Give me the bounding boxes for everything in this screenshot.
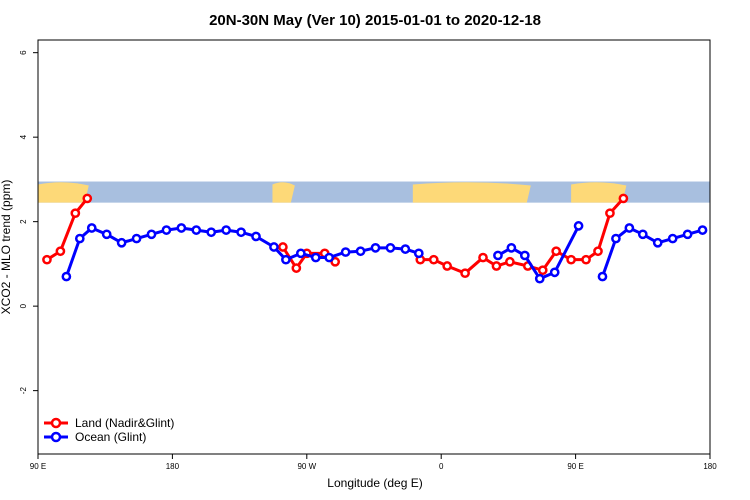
series-1-point-0-20: [355, 246, 366, 257]
series-1-point-1-3: [534, 273, 545, 284]
series-0-line-0: [46, 197, 89, 261]
series-0-point-0-1: [55, 246, 66, 257]
x-tick-label-5: 180: [703, 462, 717, 471]
x-axis: 90 E 180 90 W 0 90 E 180: [30, 454, 717, 471]
series-1-point-2-4: [652, 237, 663, 248]
legend-marker-land: [50, 417, 62, 429]
x-tick-label-2: 90 W: [297, 462, 316, 471]
series-1-point-2-1: [611, 233, 621, 244]
series-0-point-0-3: [82, 193, 93, 204]
series-1-point-0-16: [295, 248, 306, 259]
y-tick-label-1: 0: [19, 303, 28, 308]
series-0-point-2-2: [442, 261, 453, 271]
series-0-point-2-4: [478, 252, 488, 263]
legend-label-ocean: Ocean (Glint): [75, 430, 146, 444]
series-1-point-0-21: [370, 242, 381, 253]
series-1-point-1-1: [506, 242, 517, 253]
y-tick-label-2: 2: [19, 219, 28, 224]
y-tick-label-3: 4: [19, 134, 28, 139]
chart-title: 20N-30N May (Ver 10) 2015-01-01 to 2020-…: [209, 12, 541, 29]
series-1-point-0-1: [74, 233, 85, 244]
series-0-point-2-3: [460, 268, 470, 279]
map-band: [38, 181, 710, 203]
legend: Land (Nadir&Glint) Ocean (Glint): [44, 416, 174, 444]
map-land-2: [412, 182, 531, 203]
series-1-point-0-17: [310, 252, 321, 263]
series-1-point-2-3: [637, 229, 648, 240]
series-1-point-0-13: [251, 231, 261, 242]
series-1-point-0-14: [269, 242, 279, 252]
series-1-point-1-2: [519, 250, 530, 261]
y-axis: -2 0 2 4 6: [19, 50, 38, 394]
series-1-point-0-22: [385, 242, 396, 253]
series-1-point-2-2: [624, 223, 635, 233]
x-axis-label: Longitude (deg E): [327, 476, 422, 490]
series-0-point-0-0: [42, 254, 52, 265]
series-1-point-0-10: [206, 227, 217, 238]
series-1-point-0-8: [176, 223, 187, 233]
series-1-point-0-6: [146, 229, 157, 240]
series-1-point-2-0: [597, 271, 608, 282]
series-1-point-0-15: [281, 254, 291, 265]
series-1-point-0-11: [221, 225, 232, 235]
series-layer: [42, 193, 708, 284]
x-tick-label-3: 0: [439, 462, 444, 471]
series-0-point-2-12: [593, 246, 603, 257]
series-0-point-1-0: [278, 242, 288, 252]
series-1-point-0-12: [236, 227, 246, 238]
series-1-point-2-7: [697, 225, 708, 235]
series-1-point-1-4: [549, 267, 560, 278]
plot-frame: [37, 39, 711, 455]
map-land-3: [571, 182, 627, 203]
legend-marker-ocean: [50, 431, 62, 443]
series-0-point-0-2: [70, 208, 81, 219]
series-1-point-0-5: [131, 233, 142, 244]
map-ocean: [38, 181, 710, 203]
x-tick-label-4: 90 E: [567, 462, 583, 471]
series-1-point-2-6: [682, 229, 693, 240]
series-1-point-0-2: [86, 223, 97, 233]
series-1-point-0-0: [61, 271, 72, 282]
series-0-point-2-8: [537, 265, 548, 276]
y-axis-label: XCO2 - MLO trend (ppm): [0, 180, 13, 315]
series-1-point-0-9: [191, 225, 202, 235]
series-1-point-0-18: [324, 252, 335, 263]
series-0-point-1-1: [291, 263, 302, 273]
y-tick-label-4: 6: [19, 50, 28, 55]
series-1-point-0-23: [400, 244, 411, 254]
series-1-point-2-5: [667, 233, 678, 244]
series-1-point-0-24: [413, 248, 424, 259]
series-0-point-2-11: [581, 254, 591, 265]
series-0-point-2-10: [566, 254, 576, 265]
map-land-1: [272, 182, 295, 203]
y-tick-label-0: -2: [19, 387, 28, 395]
series-0-point-2-9: [551, 246, 562, 257]
x-tick-label-1: 180: [166, 462, 180, 471]
series-0-line-2: [420, 197, 625, 275]
series-0-point-2-1: [428, 254, 439, 265]
series-1-point-0-4: [116, 237, 127, 248]
map-land-0: [38, 182, 89, 203]
series-0-point-2-5: [491, 261, 502, 271]
series-1-point-0-7: [161, 225, 172, 235]
series-0-point-2-14: [618, 193, 629, 204]
legend-label-land: Land (Nadir&Glint): [75, 416, 174, 430]
series-1-point-1-0: [493, 250, 503, 261]
x-tick-label-0: 90 E: [30, 462, 46, 471]
series-1-point-0-19: [340, 247, 351, 257]
series-0-point-2-13: [605, 208, 615, 219]
series-0-point-2-6: [505, 256, 515, 267]
series-1-point-0-3: [101, 229, 112, 240]
series-1-point-1-5: [573, 221, 584, 231]
